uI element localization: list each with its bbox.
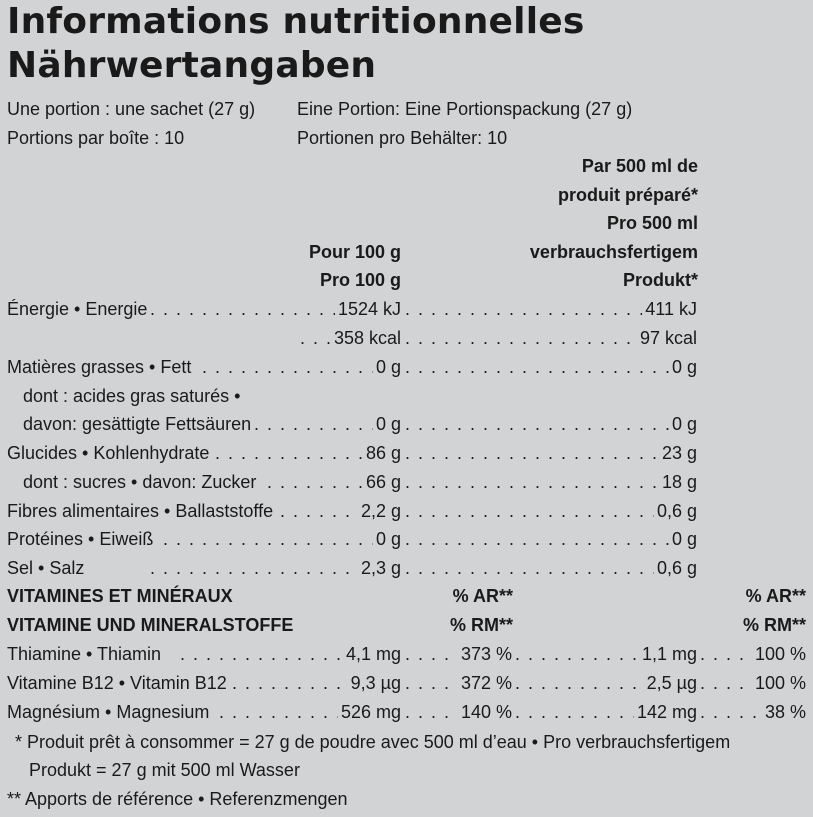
ar-header-100: % AR** xyxy=(452,586,513,606)
dot-leader xyxy=(405,356,691,378)
nutrient-label: Énergie • Energie xyxy=(7,298,151,320)
vitamin-amount-100g: 4,1 mg xyxy=(342,643,401,665)
vitamin-amount-500ml: 2,5 µg xyxy=(643,672,697,694)
nutrient-label: Protéines • Eiweiß xyxy=(7,528,157,550)
serving-size-de: Eine Portion: Eine Portionspackung (27 g… xyxy=(297,99,633,119)
rm-header-500: % RM** xyxy=(742,615,806,635)
per100-header-de: Pro 100 g xyxy=(319,270,401,290)
nutrient-value-100g: 358 kcal xyxy=(330,327,401,349)
nutrient-label: Matières grasses • Fett xyxy=(7,356,195,378)
per500-header-3: Pro 500 ml xyxy=(606,213,698,233)
nutrient-label: Glucides • Kohlenhydrate xyxy=(7,442,213,464)
nutrient-value-500ml: 23 g xyxy=(658,442,697,464)
vitamin-percent-100g: 373 % xyxy=(457,643,512,665)
vitamin-amount-100g: 526 mg xyxy=(337,701,401,723)
nutrient-value-100g: 66 g xyxy=(362,471,401,493)
footnote-star-line2: Produkt = 27 g mit 500 ml Wasser xyxy=(29,760,300,780)
nutrient-label: davon: gesättigte Fettsäuren xyxy=(23,413,255,435)
nutrient-value-500ml: 0,6 g xyxy=(653,557,697,579)
dot-leader xyxy=(150,528,401,550)
vitamin-percent-500ml: 38 % xyxy=(761,701,806,723)
nutrient-label: Fibres alimentaires • Ballaststoffe xyxy=(7,500,277,522)
nutrient-value-500ml: 0 g xyxy=(668,413,697,435)
nutrient-value-500ml: 97 kcal xyxy=(636,327,697,349)
serving-size-fr: Une portion : une sachet (27 g) xyxy=(7,99,256,119)
dot-leader xyxy=(405,471,691,493)
nutrient-value-100g: 2,2 g xyxy=(357,500,401,522)
vitamin-label: Vitamine B12 • Vitamin B12 xyxy=(7,672,230,694)
vitamin-amount-100g: 9,3 µg xyxy=(347,672,401,694)
per100-header-fr: Pour 100 g xyxy=(308,242,401,262)
ar-header-500: % AR** xyxy=(745,586,806,606)
footnote-double-star: ** Apports de référence • Referenzmengen xyxy=(7,789,348,809)
nutrient-value-100g: 0 g xyxy=(372,413,401,435)
dot-leader xyxy=(405,413,691,435)
vitamin-percent-500ml: 100 % xyxy=(751,672,806,694)
nutrient-value-100g: 1524 kJ xyxy=(334,298,401,320)
nutrient-label: dont : sucres • davon: Zucker xyxy=(23,471,260,493)
per500-header-5: Produkt* xyxy=(622,270,698,290)
footnote-star-line1: * Produit prêt à consommer = 27 g de pou… xyxy=(15,732,731,752)
nutrient-label: dont : acides gras saturés • xyxy=(23,385,244,407)
title-de: Nährwertangaben xyxy=(7,45,377,86)
servings-count-de: Portionen pro Behälter: 10 xyxy=(297,128,508,148)
nutrient-label: Sel • Salz xyxy=(7,557,88,579)
nutrient-value-500ml: 0,6 g xyxy=(653,500,697,522)
vitamin-percent-100g: 372 % xyxy=(457,672,512,694)
per500-header-1: Par 500 ml de xyxy=(581,156,698,176)
vitamin-percent-500ml: 100 % xyxy=(751,643,806,665)
vitamins-header-de: VITAMINE UND MINERALSTOFFE xyxy=(7,615,294,635)
nutrient-value-100g: 86 g xyxy=(362,442,401,464)
per500-header-4: verbrauchsfertigem xyxy=(529,242,698,262)
nutrient-value-500ml: 0 g xyxy=(668,528,697,550)
rm-header-100: % RM** xyxy=(449,615,513,635)
per500-header-2: produit préparé* xyxy=(557,185,698,205)
vitamin-label: Thiamine • Thiamin xyxy=(7,643,165,665)
vitamins-header-fr: VITAMINES ET MINÉRAUX xyxy=(7,586,233,606)
nutrient-value-100g: 0 g xyxy=(372,356,401,378)
vitamin-percent-100g: 140 % xyxy=(457,701,512,723)
nutrient-value-500ml: 0 g xyxy=(668,356,697,378)
nutrient-value-500ml: 18 g xyxy=(658,471,697,493)
nutrient-value-500ml: 411 kJ xyxy=(642,298,697,320)
dot-leader xyxy=(405,701,455,723)
dot-leader xyxy=(405,643,455,665)
nutrient-value-100g: 2,3 g xyxy=(357,557,401,579)
dot-leader xyxy=(405,672,455,694)
servings-count-fr: Portions par boîte : 10 xyxy=(7,128,185,148)
dot-leader xyxy=(700,701,760,723)
title-fr: Informations nutritionnelles xyxy=(7,1,585,42)
vitamin-amount-500ml: 1,1 mg xyxy=(638,643,697,665)
vitamin-label: Magnésium • Magnesium xyxy=(7,701,213,723)
nutrient-value-100g: 0 g xyxy=(372,528,401,550)
dot-leader xyxy=(405,557,691,579)
vitamin-amount-500ml: 142 mg xyxy=(633,701,697,723)
dot-leader xyxy=(405,442,691,464)
dot-leader xyxy=(405,500,691,522)
dot-leader xyxy=(405,528,691,550)
